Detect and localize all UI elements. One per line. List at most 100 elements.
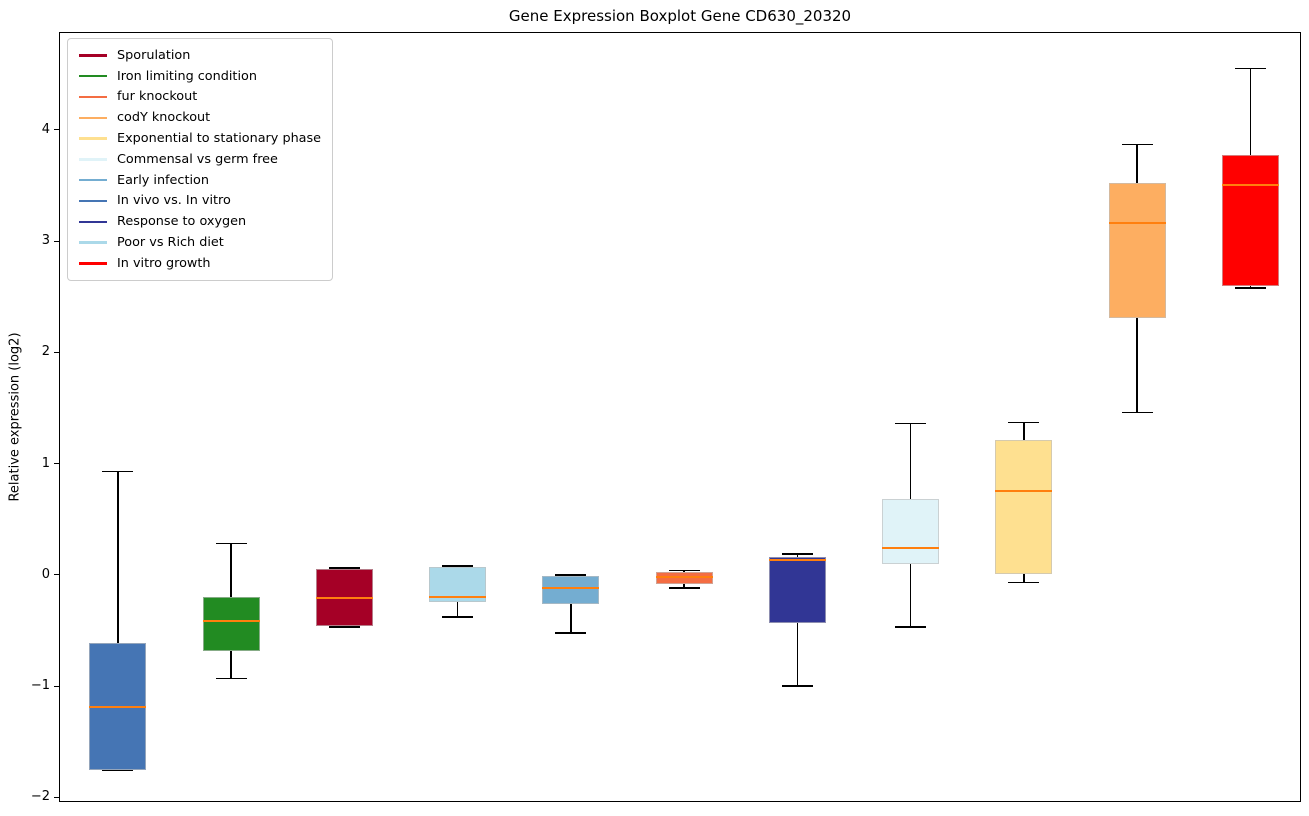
median-line-response-to-oxygen [768,559,826,562]
box-iron-limiting-condition [202,597,260,651]
y-axis-tick [54,574,59,576]
whisker-upper-response-to-oxygen [796,553,799,558]
legend-item: Iron limiting condition [79,66,321,87]
legend-item: fur knockout [79,87,321,108]
y-axis-tick [54,685,59,687]
whisker-lower-cody-knockout [1136,317,1138,413]
y-axis-tick-label: −2 [30,789,50,805]
legend-label: Commensal vs germ free [117,151,278,167]
whisker-cap-lower-commensal-vs-germ-free [895,626,927,628]
whisker-upper-in-vivo-vs-in-vitro [117,471,119,643]
whisker-cap-upper-poor-vs-rich-diet [442,565,474,567]
whisker-cap-lower-early-infection [555,632,587,634]
legend-item: In vivo vs. In vitro [79,191,321,212]
y-axis-tick [54,240,59,242]
legend-label: In vivo vs. In vitro [117,193,231,209]
whisker-cap-upper-fur-knockout [668,569,700,572]
whisker-cap-lower-sporulation [328,626,360,628]
whisker-upper-cody-knockout [1136,144,1138,184]
median-line-in-vitro-growth [1221,184,1279,187]
whisker-cap-lower-response-to-oxygen [781,685,813,687]
whisker-cap-upper-exponential-to-stationary-phase [1008,421,1040,424]
whisker-cap-lower-in-vivo-vs-in-vitro [102,769,134,772]
legend-item: Sporulation [79,45,321,66]
y-axis-tick-label: 0 [41,566,50,582]
whisker-lower-fur-knockout [683,583,685,589]
median-line-fur-knockout [655,576,713,579]
whisker-upper-commensal-vs-germ-free [909,423,912,500]
box-commensal-vs-germ-free [882,499,940,564]
whisker-lower-response-to-oxygen [796,622,799,687]
legend-color-swatch [79,262,107,265]
y-axis-tick [54,129,59,131]
y-axis-tick [54,351,59,353]
median-line-commensal-vs-germ-free [882,547,940,550]
legend-label: Early infection [117,172,209,188]
legend-color-swatch [79,241,107,244]
median-line-in-vivo-vs-in-vitro [89,706,147,709]
whisker-lower-commensal-vs-germ-free [909,563,912,628]
box-cody-knockout [1108,183,1166,318]
y-axis-tick [54,463,59,465]
legend-color-swatch [79,116,107,120]
legend-label: Poor vs Rich diet [117,235,224,251]
y-axis-tick-label: 3 [41,233,50,249]
legend-color-swatch [79,137,107,140]
median-line-exponential-to-stationary-phase [995,490,1053,493]
y-axis-tick-label: 2 [41,344,50,360]
median-line-early-infection [542,587,600,590]
whisker-cap-upper-cody-knockout [1121,143,1153,146]
whisker-cap-lower-cody-knockout [1121,411,1153,414]
plot-area: Sporulation Iron limiting condition fur kn… [31,32,1301,804]
whisker-cap-lower-fur-knockout [668,587,700,589]
box-exponential-to-stationary-phase [995,440,1053,574]
y-axis-tick [54,796,59,798]
whisker-cap-upper-commensal-vs-germ-free [895,422,927,425]
legend: Sporulation Iron limiting condition fur kn… [67,38,334,281]
median-line-sporulation [315,597,373,600]
whisker-lower-poor-vs-rich-diet [456,601,459,618]
legend-item: Exponential to stationary phase [79,128,321,149]
whisker-cap-upper-sporulation [328,567,360,569]
legend-item: codY knockout [79,107,321,128]
box-in-vitro-growth [1221,155,1279,286]
legend-color-swatch [79,158,107,161]
whisker-cap-lower-exponential-to-stationary-phase [1008,581,1040,584]
median-line-cody-knockout [1108,222,1166,225]
legend-item: Poor vs Rich diet [79,232,321,253]
whisker-cap-upper-early-infection [555,574,587,576]
box-early-infection [542,576,600,604]
median-line-poor-vs-rich-diet [429,596,487,599]
box-response-to-oxygen [768,557,826,623]
whisker-cap-upper-response-to-oxygen [781,553,813,555]
whisker-lower-in-vitro-growth [1249,285,1252,288]
y-axis-tick-label: −1 [30,678,50,694]
whisker-upper-exponential-to-stationary-phase [1023,422,1025,441]
legend-item: Commensal vs germ free [79,149,321,170]
legend-item: Early infection [79,170,321,191]
box-poor-vs-rich-diet [429,567,487,602]
legend-label: codY knockout [117,110,211,126]
y-axis-tick-label: 1 [41,455,50,471]
whisker-cap-upper-in-vivo-vs-in-vitro [102,470,134,473]
whisker-upper-in-vitro-growth [1249,68,1252,156]
median-line-iron-limiting-condition [202,619,260,622]
legend-label: Exponential to stationary phase [117,131,322,147]
legend-color-swatch [79,199,107,203]
whisker-cap-upper-in-vitro-growth [1234,67,1266,70]
whisker-lower-exponential-to-stationary-phase [1023,573,1025,583]
whisker-lower-early-infection [570,603,572,633]
whisker-cap-lower-poor-vs-rich-diet [442,616,474,618]
legend-color-swatch [79,220,107,224]
legend-label: In vitro growth [117,255,211,271]
legend-item: In vitro growth [79,253,321,274]
whisker-cap-lower-in-vitro-growth [1234,287,1266,289]
legend-color-swatch [79,95,107,99]
legend-color-swatch [79,178,107,182]
whisker-lower-iron-limiting-condition [230,650,232,679]
chart-title: Gene Expression Boxplot Gene CD630_20320 [508,7,852,25]
whisker-upper-iron-limiting-condition [230,543,232,598]
legend-label: Iron limiting condition [117,68,257,84]
legend-label: Sporulation [117,47,191,63]
